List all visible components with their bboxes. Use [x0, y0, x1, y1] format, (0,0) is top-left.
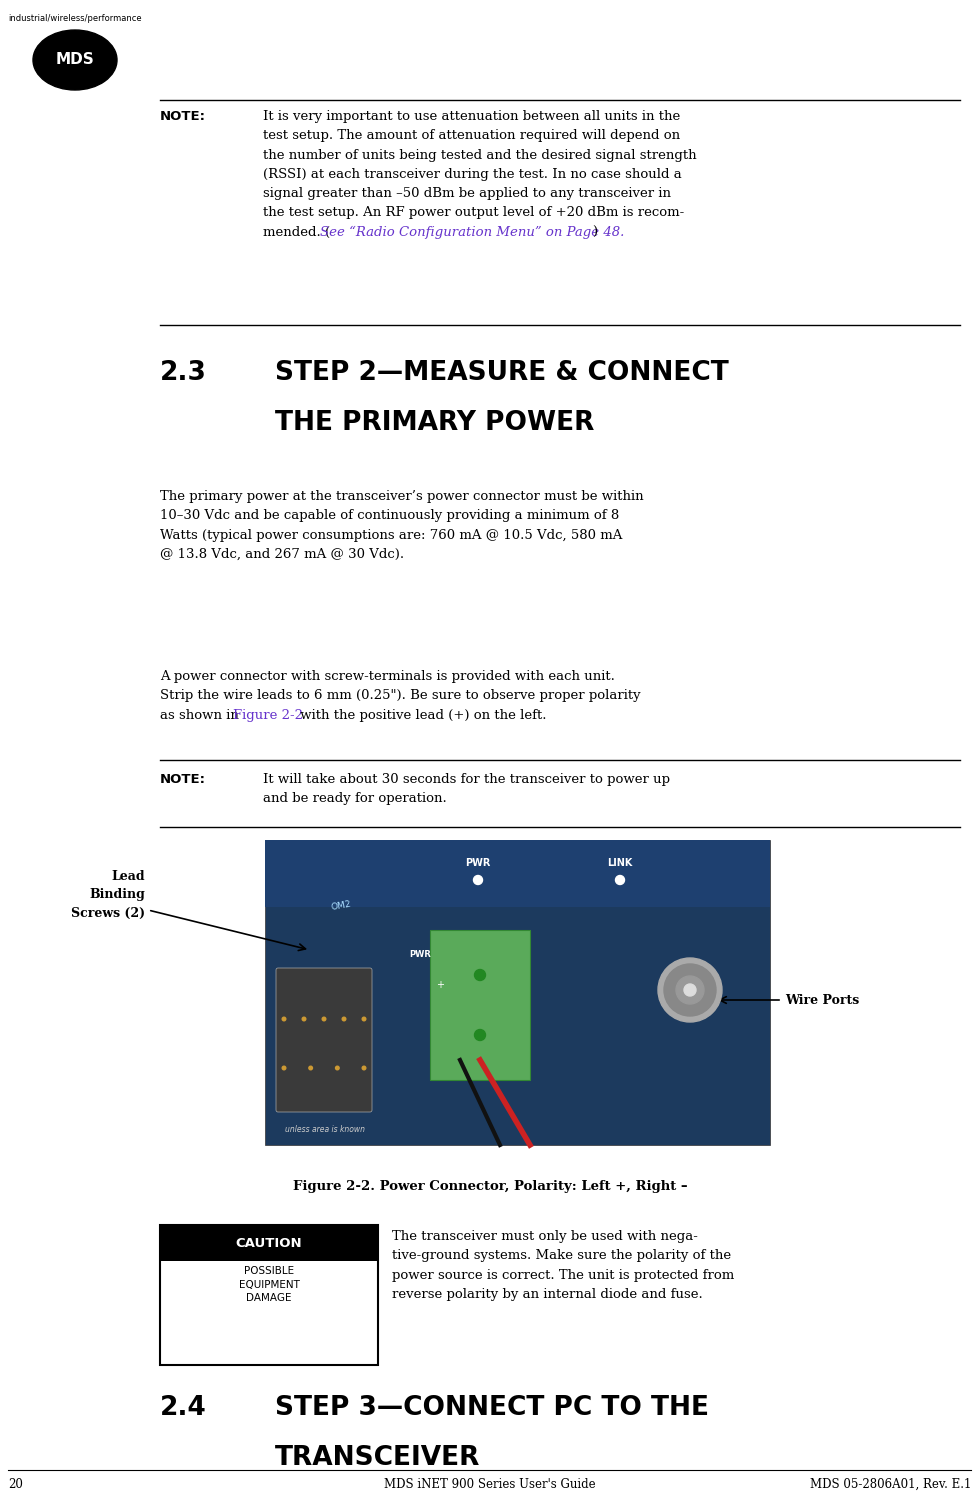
Text: as shown in: as shown in: [159, 708, 243, 721]
Text: The primary power at the transceiver’s power connector must be within: The primary power at the transceiver’s p…: [159, 490, 643, 504]
Text: the number of units being tested and the desired signal strength: the number of units being tested and the…: [263, 149, 696, 162]
Text: STEP 2—MEASURE & CONNECT: STEP 2—MEASURE & CONNECT: [275, 361, 728, 386]
FancyBboxPatch shape: [276, 968, 372, 1112]
Text: Screws (2): Screws (2): [70, 906, 145, 920]
Bar: [265, 840, 770, 1145]
Text: industrial/wireless/performance: industrial/wireless/performance: [8, 14, 142, 23]
Text: A power connector with screw-terminals is provided with each unit.: A power connector with screw-terminals i…: [159, 670, 614, 682]
Circle shape: [308, 1066, 312, 1070]
Text: PWR: PWR: [465, 858, 490, 869]
Text: It will take about 30 seconds for the transceiver to power up: It will take about 30 seconds for the tr…: [263, 773, 669, 786]
Ellipse shape: [33, 30, 117, 90]
Text: OM2: OM2: [330, 900, 351, 912]
Circle shape: [342, 1018, 345, 1021]
Text: 20: 20: [8, 1477, 22, 1491]
Text: tive-ground systems. Make sure the polarity of the: tive-ground systems. Make sure the polar…: [391, 1249, 731, 1263]
Text: MDS iNET 900 Series User's Guide: MDS iNET 900 Series User's Guide: [383, 1477, 596, 1491]
Text: signal greater than –50 dBm be applied to any transceiver in: signal greater than –50 dBm be applied t…: [263, 188, 670, 200]
Text: mended. (: mended. (: [263, 225, 330, 239]
Text: 2.3: 2.3: [159, 361, 206, 386]
Text: NOTE:: NOTE:: [159, 773, 205, 786]
Text: MDS 05-2806A01, Rev. E.1: MDS 05-2806A01, Rev. E.1: [809, 1477, 970, 1491]
Circle shape: [335, 1066, 338, 1070]
Circle shape: [473, 876, 482, 884]
Bar: [159, 1225, 378, 1365]
Text: and be ready for operation.: and be ready for operation.: [263, 792, 446, 806]
Circle shape: [302, 1018, 305, 1021]
Circle shape: [657, 957, 721, 1022]
Text: MDS: MDS: [56, 53, 94, 68]
Text: STEP 3—CONNECT PC TO THE: STEP 3—CONNECT PC TO THE: [275, 1395, 708, 1420]
Text: The transceiver must only be used with nega-: The transceiver must only be used with n…: [391, 1229, 697, 1243]
Text: THE PRIMARY POWER: THE PRIMARY POWER: [275, 410, 594, 436]
Text: POSSIBLE
EQUIPMENT
DAMAGE: POSSIBLE EQUIPMENT DAMAGE: [239, 1267, 299, 1303]
Text: LINK: LINK: [606, 858, 632, 869]
Text: Watts (typical power consumptions are: 760 mA @ 10.5 Vdc, 580 mA: Watts (typical power consumptions are: 7…: [159, 529, 622, 541]
Text: See “Radio Configuration Menu” on Page 48.: See “Radio Configuration Menu” on Page 4…: [320, 225, 624, 239]
Text: test setup. The amount of attenuation required will depend on: test setup. The amount of attenuation re…: [263, 129, 680, 143]
Text: TRANSCEIVER: TRANSCEIVER: [275, 1444, 480, 1471]
Bar: [265, 840, 770, 908]
Text: Strip the wire leads to 6 mm (0.25"). Be sure to observe proper polarity: Strip the wire leads to 6 mm (0.25"). Be…: [159, 690, 640, 702]
Circle shape: [474, 969, 485, 980]
Text: @ 13.8 Vdc, and 267 mA @ 30 Vdc).: @ 13.8 Vdc, and 267 mA @ 30 Vdc).: [159, 549, 404, 561]
Circle shape: [362, 1066, 366, 1070]
Text: CAUTION: CAUTION: [236, 1237, 302, 1249]
Text: unless area is known: unless area is known: [285, 1126, 365, 1133]
Text: 2.4: 2.4: [159, 1395, 206, 1420]
Circle shape: [663, 963, 715, 1016]
Circle shape: [676, 975, 703, 1004]
Circle shape: [362, 1018, 366, 1021]
Text: NOTE:: NOTE:: [159, 110, 205, 123]
Text: the test setup. An RF power output level of +20 dBm is recom-: the test setup. An RF power output level…: [263, 206, 684, 219]
Circle shape: [615, 876, 624, 884]
Text: Lead: Lead: [111, 870, 145, 882]
Text: Wire Ports: Wire Ports: [784, 993, 859, 1007]
Text: reverse polarity by an internal diode and fuse.: reverse polarity by an internal diode an…: [391, 1288, 702, 1302]
Bar: [159, 1225, 378, 1261]
Circle shape: [282, 1018, 286, 1021]
Text: PWR: PWR: [409, 950, 430, 959]
Circle shape: [322, 1018, 326, 1021]
Text: Figure 2-2: Figure 2-2: [234, 708, 303, 721]
Text: (RSSI) at each transceiver during the test. In no case should a: (RSSI) at each transceiver during the te…: [263, 168, 681, 180]
Text: power source is correct. The unit is protected from: power source is correct. The unit is pro…: [391, 1269, 734, 1282]
Text: 10–30 Vdc and be capable of continuously providing a minimum of 8: 10–30 Vdc and be capable of continuously…: [159, 510, 619, 523]
Text: It is very important to use attenuation between all units in the: It is very important to use attenuation …: [263, 110, 680, 123]
Text: ): ): [592, 225, 597, 239]
Text: Figure 2-2. Power Connector, Polarity: Left +, Right –: Figure 2-2. Power Connector, Polarity: L…: [292, 1180, 687, 1193]
Circle shape: [282, 1066, 286, 1070]
Text: Binding: Binding: [89, 888, 145, 902]
Bar: [429, 930, 529, 1081]
Text: with the positive lead (+) on the left.: with the positive lead (+) on the left.: [295, 708, 546, 721]
Circle shape: [474, 1030, 485, 1040]
Circle shape: [684, 984, 695, 996]
Text: +: +: [435, 980, 444, 990]
